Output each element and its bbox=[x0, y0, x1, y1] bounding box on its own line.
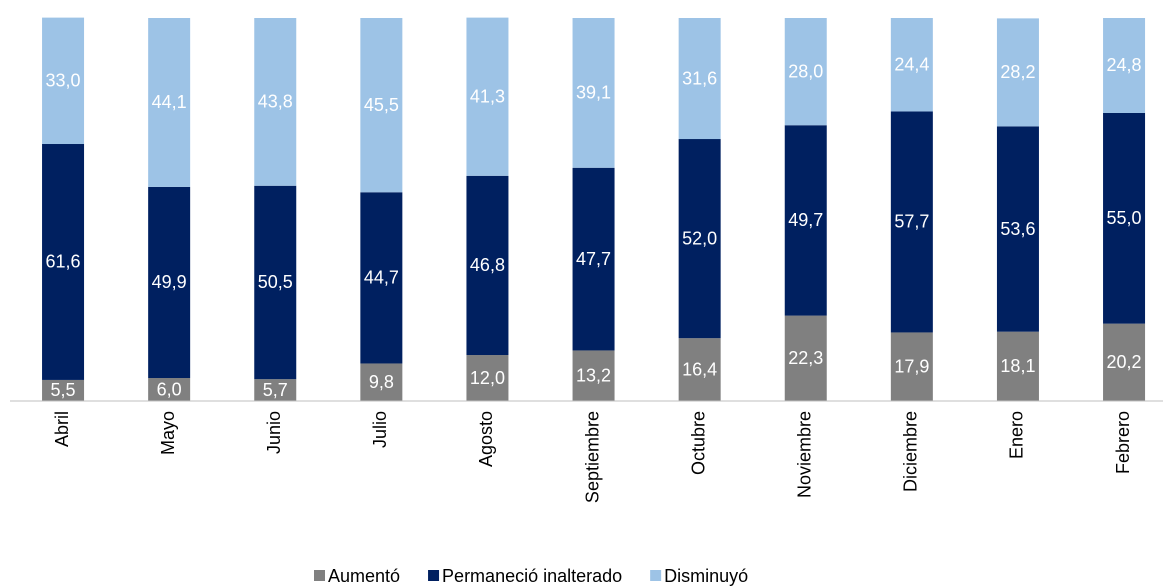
data-label: 13,2 bbox=[576, 365, 611, 385]
bar-segment bbox=[678, 139, 721, 339]
data-label: 9,8 bbox=[369, 372, 394, 392]
data-label: 33,0 bbox=[46, 71, 81, 91]
bar-segment bbox=[254, 379, 297, 401]
bar-segment bbox=[890, 111, 933, 333]
data-label: 43,8 bbox=[258, 92, 293, 112]
x-tick-label: Julio bbox=[370, 411, 390, 448]
data-label: 53,6 bbox=[1000, 219, 1035, 239]
bar-segment bbox=[784, 315, 827, 401]
legend-label: Disminuyó bbox=[664, 566, 748, 586]
bar-segment bbox=[996, 18, 1039, 127]
data-label: 24,8 bbox=[1107, 55, 1142, 75]
data-label: 12,0 bbox=[470, 368, 505, 388]
bar-segment bbox=[572, 18, 615, 168]
legend-swatch bbox=[650, 570, 662, 581]
bar-segment bbox=[996, 126, 1039, 332]
data-label: 5,7 bbox=[263, 380, 288, 400]
bar-segment bbox=[148, 186, 191, 379]
bar-segment bbox=[572, 167, 615, 351]
bar-segment bbox=[42, 379, 85, 401]
legend-label: Aumentó bbox=[328, 566, 400, 586]
bar-segment bbox=[678, 18, 721, 140]
data-label: 52,0 bbox=[682, 228, 717, 248]
bar-segment bbox=[148, 18, 191, 187]
x-tick-label: Junio bbox=[264, 411, 284, 454]
data-label: 41,3 bbox=[470, 86, 505, 106]
bar-segment bbox=[1103, 323, 1146, 401]
bar-segment bbox=[466, 355, 509, 401]
data-label: 57,7 bbox=[894, 212, 929, 232]
data-label: 28,2 bbox=[1000, 62, 1035, 82]
bar-segment bbox=[890, 332, 933, 401]
data-label: 44,7 bbox=[364, 268, 399, 288]
x-tick-label: Septiembre bbox=[582, 411, 602, 503]
data-label: 5,5 bbox=[51, 380, 76, 400]
x-tick-label: Mayo bbox=[158, 411, 178, 455]
data-label: 39,1 bbox=[576, 83, 611, 103]
bar-segment bbox=[996, 331, 1039, 401]
data-label: 28,0 bbox=[788, 61, 823, 81]
data-label: 61,6 bbox=[46, 252, 81, 272]
bar-segment bbox=[678, 338, 721, 401]
x-tick-label: Agosto bbox=[476, 411, 496, 467]
data-label: 24,4 bbox=[894, 54, 929, 74]
bar-segment bbox=[1103, 112, 1146, 324]
x-tick-label: Diciembre bbox=[901, 411, 921, 492]
data-label: 16,4 bbox=[682, 359, 717, 379]
x-tick-label: Enero bbox=[1007, 411, 1027, 459]
bar-segment bbox=[360, 192, 403, 364]
data-label: 22,3 bbox=[788, 348, 823, 368]
data-label: 17,9 bbox=[894, 356, 929, 376]
data-label: 50,5 bbox=[258, 272, 293, 292]
bar-segment bbox=[254, 185, 297, 380]
data-label: 6,0 bbox=[157, 379, 182, 399]
data-label: 45,5 bbox=[364, 95, 399, 115]
bar-segment bbox=[1103, 18, 1146, 113]
x-tick-label: Octubre bbox=[688, 411, 708, 475]
data-label: 20,2 bbox=[1107, 352, 1142, 372]
data-label: 47,7 bbox=[576, 249, 611, 269]
x-tick-label: Febrero bbox=[1113, 411, 1133, 474]
bar-segment bbox=[784, 125, 827, 316]
data-label: 46,8 bbox=[470, 255, 505, 275]
legend-label: Permaneció inalterado bbox=[442, 566, 622, 586]
bar-segment bbox=[42, 17, 85, 145]
legend: Aumentó Permaneció inalterado Disminuyó bbox=[314, 566, 748, 586]
bar-segment bbox=[254, 18, 297, 186]
bar-segment bbox=[360, 363, 403, 401]
bar-segment bbox=[466, 17, 509, 176]
bar-segment bbox=[784, 18, 827, 126]
x-tick-label: Abril bbox=[52, 411, 72, 447]
data-label: 44,1 bbox=[152, 92, 187, 112]
bar-segment bbox=[572, 350, 615, 401]
x-tick-label: Noviembre bbox=[795, 411, 815, 498]
bar-segment bbox=[360, 18, 403, 193]
legend-swatch bbox=[428, 570, 440, 581]
data-label: 49,7 bbox=[788, 210, 823, 230]
data-label: 55,0 bbox=[1107, 208, 1142, 228]
data-label: 18,1 bbox=[1000, 356, 1035, 376]
bar-segment bbox=[890, 18, 933, 112]
bar-segment bbox=[42, 144, 85, 380]
bar-segment bbox=[148, 378, 191, 401]
data-label: 31,6 bbox=[682, 68, 717, 88]
legend-swatch bbox=[314, 570, 325, 581]
bar-segment bbox=[466, 175, 509, 356]
data-label: 49,9 bbox=[152, 272, 187, 292]
